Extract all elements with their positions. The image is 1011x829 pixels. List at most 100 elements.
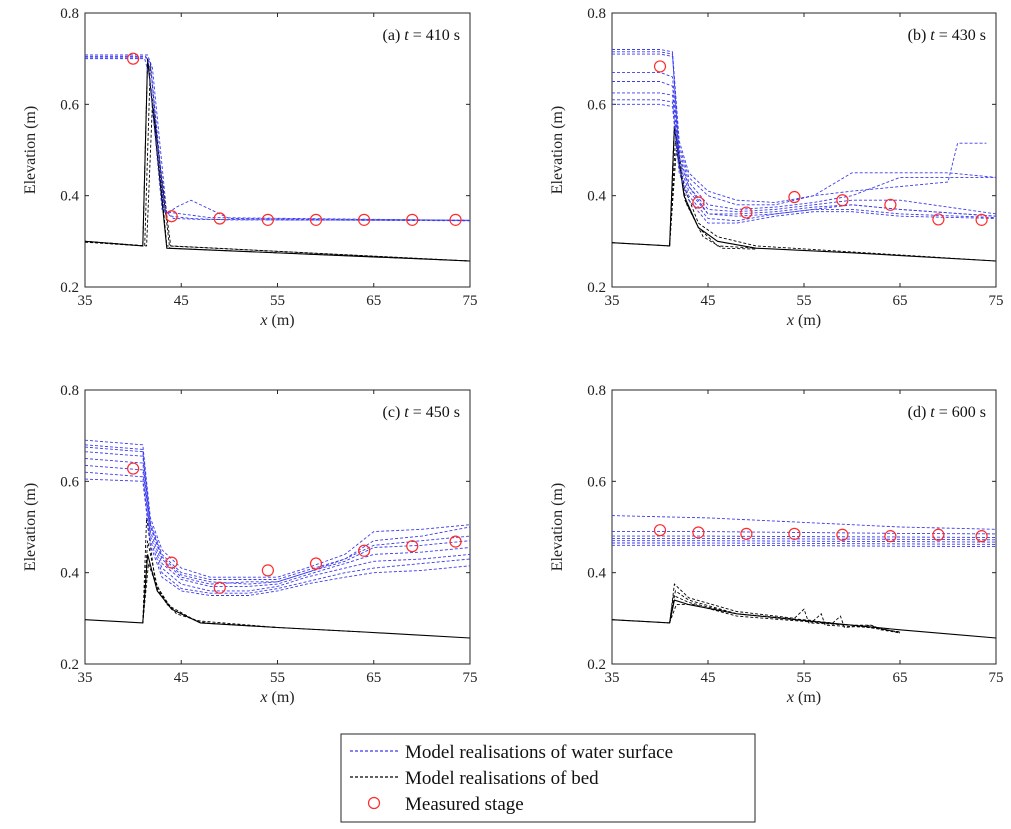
bed-realisation-line: [669, 604, 901, 634]
measured-point: [127, 52, 140, 65]
water-realisation-line: [612, 537, 996, 541]
plot-area: [85, 54, 470, 262]
legend-box: [340, 733, 756, 823]
bed-realisation-line: [612, 122, 996, 262]
water-realisation-line: [85, 58, 470, 222]
measured-point: [358, 544, 371, 557]
x-tick-label: 55: [270, 670, 285, 686]
x-tick-label: 75: [463, 670, 478, 686]
water-realisation-line: [612, 53, 987, 206]
bed-line: [612, 599, 996, 639]
x-tick-label: 75: [989, 670, 1004, 686]
water-realisation-line: [612, 515, 996, 530]
measured-point: [309, 557, 323, 570]
x-tick-label: 65: [893, 293, 908, 309]
measured-point: [406, 540, 419, 553]
measured-point: [449, 213, 462, 226]
bed-realisation-line: [85, 104, 470, 262]
water-realisation-line: [85, 451, 470, 585]
y-tick-label: 0.2: [60, 657, 79, 673]
x-axis-label: x (m): [786, 312, 821, 329]
legend: Model realisations of water surface Mode…: [340, 733, 756, 823]
measured-point: [884, 530, 897, 543]
measured-point: [884, 198, 897, 211]
panel-label: (c) t = 450 s: [383, 404, 460, 421]
water-realisation-line: [85, 446, 470, 585]
x-tick-label: 75: [989, 293, 1004, 309]
water-realisation-line: [85, 478, 470, 596]
bed-realisation-line: [142, 517, 278, 628]
measured-point: [692, 196, 705, 209]
measured-point: [740, 206, 753, 219]
y-axis-label: Elevation (m): [549, 106, 566, 194]
panel-0: 35 45 55 65 75 0.2 0.4 0.6 0.8 Elevation (m) x (m)…: [22, 6, 478, 329]
y-tick-label: 0.4: [60, 566, 79, 582]
x-tick-label: 45: [174, 670, 189, 686]
legend-measured-label: Measured stage: [405, 794, 524, 815]
measured-point: [836, 194, 849, 207]
y-axis-label: Elevation (m): [22, 106, 39, 194]
y-axis-label: Elevation (m): [22, 483, 39, 571]
measured-point: [213, 212, 226, 225]
water-realisation-line: [612, 71, 996, 210]
measured-point: [932, 528, 945, 541]
panel-label: (a) t = 410 s: [383, 27, 460, 44]
water-realisation-line: [612, 544, 996, 548]
measured-point: [261, 564, 274, 577]
legend-bed-label: Model realisations of bed: [405, 768, 599, 789]
measured-point: [449, 535, 462, 548]
water-realisation-line: [612, 103, 996, 224]
x-tick-label: 65: [366, 670, 381, 686]
y-tick-label: 0.4: [587, 566, 606, 582]
water-realisation-line: [85, 54, 470, 221]
x-tick-label: 45: [701, 670, 716, 686]
y-axis-label: Elevation (m): [549, 483, 566, 571]
measured-point: [165, 210, 178, 223]
x-tick-label: 45: [174, 293, 189, 309]
water-realisation-line: [612, 81, 996, 215]
legend-water-label: Model realisations of water surface: [405, 742, 673, 763]
water-realisation-line: [612, 535, 996, 538]
measured-point: [740, 527, 753, 540]
measured-point: [975, 213, 988, 226]
bed-realisation-line: [669, 594, 901, 634]
chart-panels: 35 45 55 65 75 0.2 0.4 0.6 0.8 Elevation (m) x (m)…: [22, 6, 1004, 706]
x-axis-label: x (m): [786, 689, 821, 706]
water-realisation-line: [85, 458, 470, 587]
y-tick-label: 0.8: [60, 6, 79, 22]
x-tick-label: 35: [78, 670, 93, 686]
y-tick-label: 0.8: [587, 383, 606, 399]
measured-point: [692, 526, 705, 539]
water-realisation-line: [85, 55, 470, 221]
water-realisation-line: [85, 471, 470, 594]
water-realisation-line: [85, 439, 470, 578]
y-tick-label: 0.4: [587, 189, 606, 205]
y-tick-label: 0.6: [587, 97, 606, 113]
x-tick-label: 55: [797, 670, 812, 686]
y-tick-label: 0.2: [587, 280, 606, 296]
measured-point: [788, 190, 801, 204]
water-realisation-line: [612, 49, 996, 203]
bed-realisation-line: [85, 58, 470, 262]
measured-point: [653, 60, 667, 73]
measured-point: [261, 213, 274, 226]
measured-point: [932, 213, 945, 226]
water-realisation-line: [85, 57, 470, 221]
plot-area: [85, 439, 470, 639]
bed-realisation-line: [142, 563, 278, 628]
water-realisation-line: [85, 444, 470, 580]
measured-point: [975, 530, 988, 543]
plot-area: [612, 515, 996, 639]
x-axis-label: x (m): [259, 689, 294, 706]
measured-point: [653, 524, 667, 537]
measured-point: [213, 581, 226, 594]
x-tick-label: 35: [605, 670, 620, 686]
panel-label: (d) t = 600 s: [908, 404, 986, 421]
measured-point: [165, 556, 178, 569]
x-tick-label: 35: [605, 293, 620, 309]
y-tick-label: 0.6: [587, 474, 606, 490]
y-tick-label: 0.6: [60, 474, 79, 490]
panel-1: 35 45 55 65 75 0.2 0.4 0.6 0.8 Elevation (m) x (m)…: [549, 6, 1004, 329]
measured-point: [406, 213, 419, 226]
